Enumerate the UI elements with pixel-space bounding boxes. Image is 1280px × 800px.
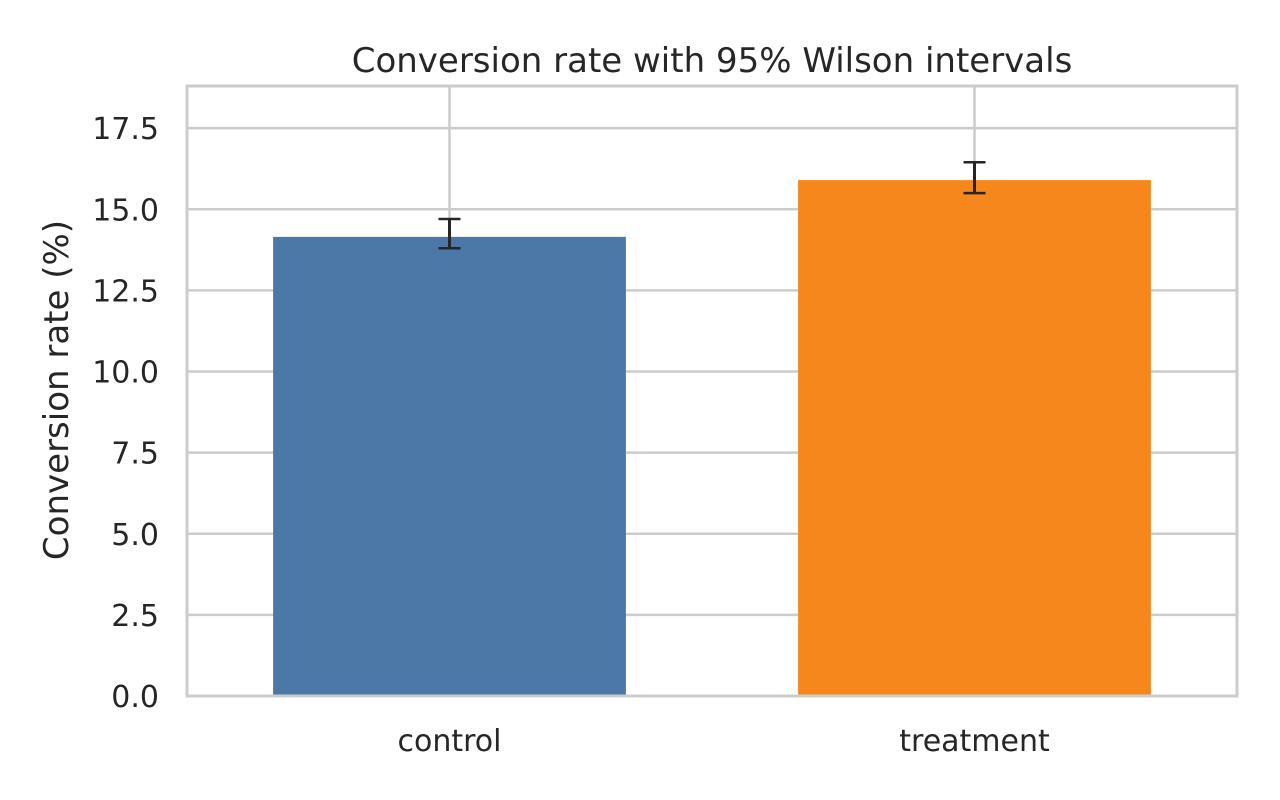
error-bars (438, 161, 986, 250)
plot-frame (185, 84, 1239, 698)
y-tick-label: 10.0 (92, 356, 159, 391)
x-tick-label: control (398, 724, 502, 759)
y-tick-label: 12.5 (92, 274, 159, 309)
y-tick-label: 2.5 (111, 599, 159, 634)
y-tick-labels: 0.0 2.5 5.0 7.5 10.0 12.5 15.0 17.5 (92, 112, 159, 715)
chart-title: Conversion rate with 95% Wilson interval… (352, 41, 1073, 81)
y-axis-label: Conversion rate (%) (37, 220, 77, 560)
y-tick-label: 7.5 (111, 437, 159, 472)
x-tick-labels: control treatment (398, 724, 1050, 759)
bar-control (273, 236, 626, 696)
y-tick-label: 17.5 (92, 112, 159, 147)
x-tick-label: treatment (899, 724, 1050, 759)
y-tick-label: 15.0 (92, 193, 159, 228)
bar-treatment (798, 180, 1151, 696)
y-tick-label: 0.0 (111, 680, 159, 715)
bars (273, 180, 1151, 696)
y-tick-label: 5.0 (111, 518, 159, 553)
